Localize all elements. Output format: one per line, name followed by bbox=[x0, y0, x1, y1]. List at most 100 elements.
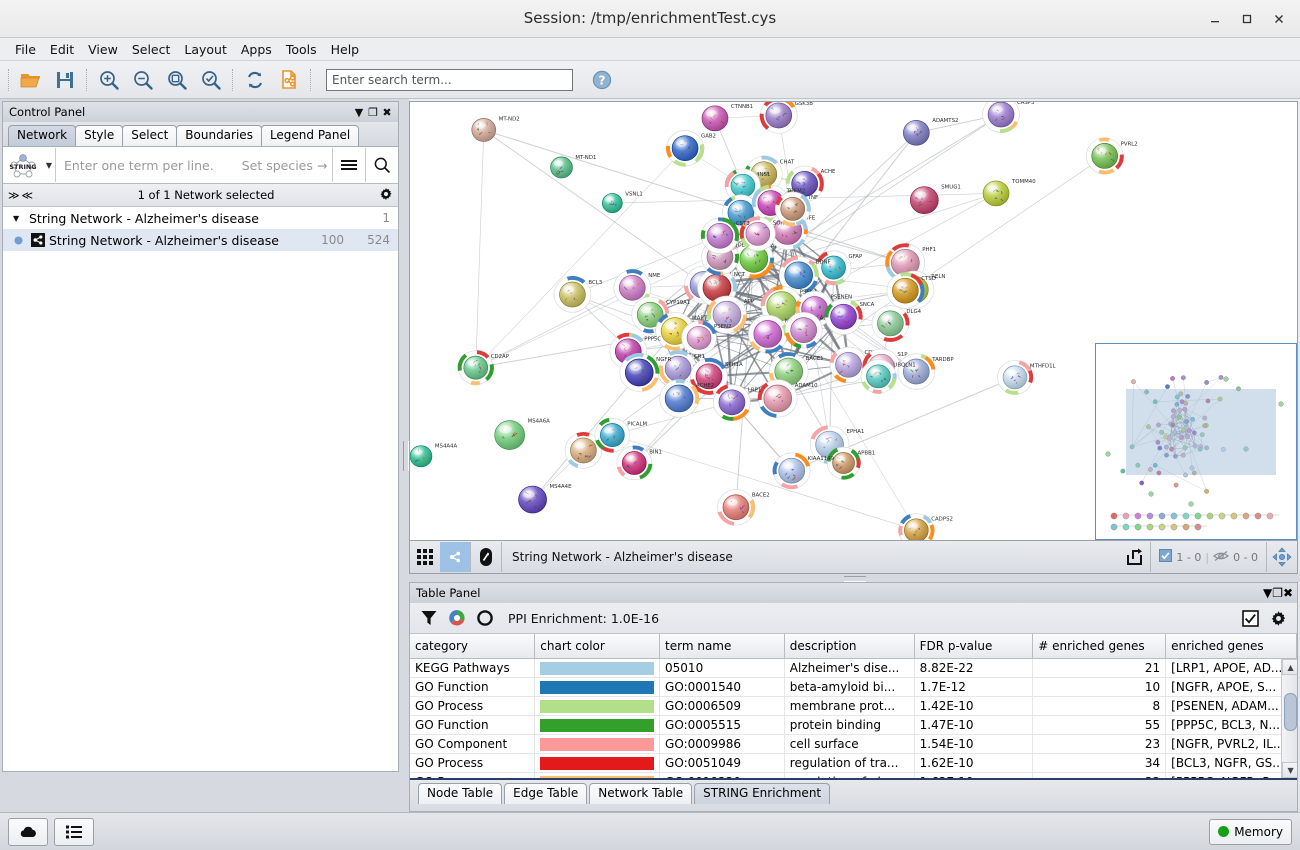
network-node[interactable]: SPH1A bbox=[690, 357, 744, 395]
tab-network-table[interactable]: Network Table bbox=[589, 783, 693, 804]
scroll-down-arrow-icon[interactable]: ▼ bbox=[1282, 762, 1298, 778]
network-node[interactable]: TNF bbox=[774, 191, 818, 227]
network-node[interactable]: ACHE bbox=[785, 165, 835, 202]
table-row[interactable]: GO Process GO:0051049 regulation of tra...… bbox=[410, 753, 1298, 773]
network-node[interactable]: GAB2 bbox=[665, 130, 716, 167]
node-sphere[interactable] bbox=[518, 485, 547, 514]
node-sphere[interactable] bbox=[695, 363, 723, 390]
control-panel-float-icon[interactable]: ❐ bbox=[368, 105, 378, 119]
scroll-up-arrow-icon[interactable]: ▲ bbox=[1282, 659, 1298, 675]
table-row[interactable]: KEGG Pathways 05010 Alzheimer's dise... 8.8… bbox=[410, 658, 1298, 678]
network-node[interactable]: PICALM bbox=[594, 417, 648, 453]
chart-color-icon[interactable] bbox=[446, 606, 468, 630]
grid-layout-icon[interactable] bbox=[410, 542, 440, 572]
node-sphere[interactable] bbox=[722, 494, 750, 521]
network-node[interactable]: SNCA bbox=[824, 298, 875, 335]
node-sphere[interactable] bbox=[706, 222, 734, 249]
tree-child-row[interactable]: String Network - Alzheimer's disease 100… bbox=[3, 229, 398, 251]
expand-all-icon[interactable]: ≪ bbox=[21, 188, 34, 202]
donut-icon[interactable] bbox=[474, 606, 496, 630]
node-sphere[interactable] bbox=[664, 384, 694, 413]
tree-root-row[interactable]: ▼ String Network - Alzheimer's disease 1 bbox=[3, 207, 398, 229]
menu-view[interactable]: View bbox=[88, 41, 118, 57]
network-node[interactable]: GFAP bbox=[815, 250, 862, 286]
network-node[interactable]: BACE2 bbox=[717, 489, 770, 526]
help-icon[interactable]: ? bbox=[585, 64, 619, 96]
network-node[interactable]: CASP3 bbox=[982, 102, 1035, 133]
network-node[interactable]: CR1 bbox=[658, 350, 705, 388]
menu-select[interactable]: Select bbox=[131, 41, 171, 57]
node-sphere[interactable] bbox=[765, 102, 793, 129]
menu-tools[interactable]: Tools bbox=[285, 41, 317, 57]
network-node[interactable]: KIAA1149 bbox=[772, 452, 834, 490]
string-term-input[interactable]: Enter one term per line. Set species → bbox=[55, 148, 332, 182]
node-sphere[interactable] bbox=[832, 452, 855, 474]
tab-style[interactable]: Style bbox=[75, 125, 124, 146]
node-sphere[interactable] bbox=[763, 384, 793, 413]
node-sphere[interactable] bbox=[780, 196, 806, 221]
node-sphere[interactable] bbox=[624, 358, 654, 387]
zoom-selected-icon[interactable] bbox=[194, 64, 228, 96]
table-panel-collapse-icon[interactable]: ▼ bbox=[1263, 586, 1273, 600]
column-header-term-name[interactable]: term name bbox=[659, 634, 785, 659]
network-node[interactable]: GSK3B bbox=[759, 102, 813, 134]
menu-apps[interactable]: Apps bbox=[240, 41, 272, 57]
close-button[interactable] bbox=[1264, 5, 1294, 33]
string-set-species-link[interactable]: Set species → bbox=[241, 157, 328, 173]
network-node[interactable]: APBB1 bbox=[826, 446, 875, 480]
column-header-description[interactable]: description bbox=[784, 634, 915, 659]
menu-help[interactable]: Help bbox=[330, 41, 360, 57]
column-header-chart-color[interactable]: chart color bbox=[534, 634, 661, 659]
control-panel-close-icon[interactable]: ✖ bbox=[382, 105, 392, 119]
hamburger-icon[interactable] bbox=[332, 148, 365, 182]
network-node[interactable]: VSNL1 bbox=[602, 191, 643, 214]
node-sphere[interactable] bbox=[570, 437, 597, 464]
node-sphere[interactable] bbox=[987, 102, 1015, 128]
table-row[interactable]: GO Function GO:0001540 beta-amyloid bi... 1… bbox=[410, 677, 1298, 697]
refresh-icon[interactable] bbox=[238, 64, 272, 96]
string-logo-icon[interactable]: STRING bbox=[3, 148, 43, 182]
network-node[interactable]: APP bbox=[706, 295, 755, 334]
network-node[interactable]: BCL3 bbox=[553, 276, 602, 313]
tab-select[interactable]: Select bbox=[122, 125, 178, 146]
checkbox-icon[interactable] bbox=[1239, 606, 1261, 630]
network-node[interactable]: PVRL2 bbox=[1085, 137, 1138, 175]
node-sphere[interactable] bbox=[559, 281, 586, 308]
control-panel-collapse-icon[interactable]: ▼ bbox=[354, 105, 364, 119]
node-sphere[interactable] bbox=[904, 518, 929, 540]
node-sphere[interactable] bbox=[471, 118, 497, 142]
node-sphere[interactable] bbox=[602, 193, 623, 214]
maximize-button[interactable] bbox=[1232, 5, 1262, 33]
network-canvas[interactable]: MT-ND2 MT-ND1 VSNL1 ADAMTS2 SMUG1 TOMM40 PVRL2… bbox=[409, 101, 1299, 541]
node-sphere[interactable] bbox=[636, 301, 664, 328]
node-sphere[interactable] bbox=[718, 389, 746, 416]
node-sphere[interactable] bbox=[753, 320, 783, 348]
menu-layout[interactable]: Layout bbox=[184, 41, 227, 57]
network-nodes[interactable]: MT-ND2 MT-ND1 VSNL1 ADAMTS2 SMUG1 TOMM40 PVRL2… bbox=[410, 102, 1138, 540]
minimize-button[interactable] bbox=[1200, 5, 1230, 33]
table-row[interactable]: GO Function GO:0005515 protein binding 1.47… bbox=[410, 715, 1298, 735]
filter-icon[interactable] bbox=[418, 606, 440, 630]
export-icon[interactable] bbox=[1120, 542, 1150, 572]
tab-legend-panel[interactable]: Legend Panel bbox=[260, 125, 360, 146]
network-node[interactable]: CTNNB1 bbox=[701, 104, 753, 132]
menu-file[interactable]: File bbox=[15, 41, 36, 57]
network-node[interactable]: CST3 bbox=[700, 217, 750, 254]
network-node[interactable]: BDNF bbox=[778, 255, 831, 295]
selected-checkbox-icon[interactable] bbox=[1159, 549, 1173, 565]
tab-network[interactable]: Network bbox=[8, 125, 77, 146]
network-node[interactable]: CADPS2 bbox=[898, 513, 953, 540]
network-node[interactable]: ADAM10 bbox=[757, 379, 818, 418]
column-header-enriched-count[interactable]: # enriched genes bbox=[1032, 634, 1167, 659]
table-row[interactable]: GO Process GO:0019220regulation of ph...1… bbox=[410, 772, 1298, 778]
column-header-enriched-genes[interactable]: enriched genes bbox=[1165, 634, 1298, 659]
node-sphere[interactable] bbox=[784, 261, 814, 290]
network-node[interactable]: INS1 bbox=[724, 168, 770, 203]
zoom-fit-icon[interactable] bbox=[160, 64, 194, 96]
node-sphere[interactable] bbox=[982, 180, 1010, 207]
expand-triangle-icon[interactable]: ▼ bbox=[13, 213, 20, 223]
network-node[interactable]: TARDBP bbox=[897, 353, 954, 390]
scroll-thumb[interactable] bbox=[1284, 693, 1298, 731]
node-sphere[interactable] bbox=[671, 135, 699, 162]
network-node[interactable]: UBQLN1 bbox=[860, 359, 916, 394]
